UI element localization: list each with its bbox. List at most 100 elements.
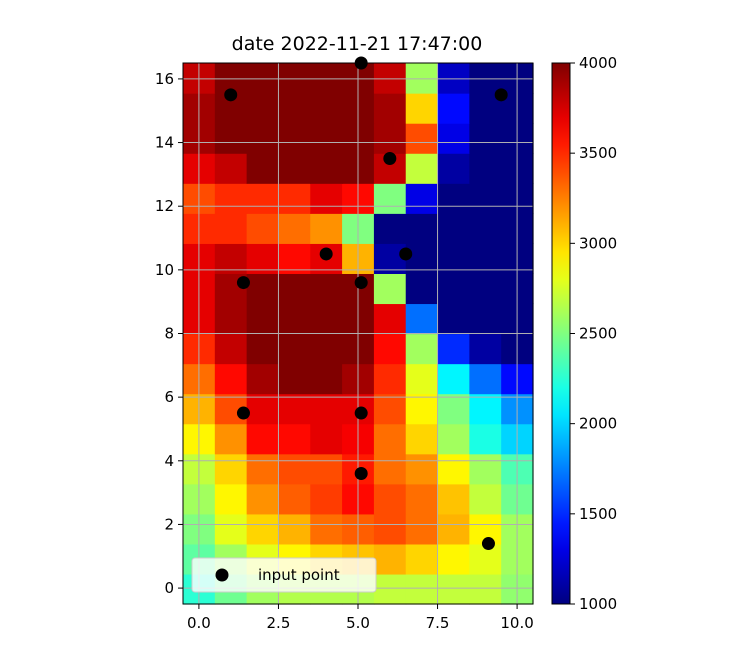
legend: input point (191, 557, 377, 593)
heatmap-cell (437, 573, 470, 605)
x-tick-label: 0.0 (187, 614, 211, 632)
heatmap-cell (310, 483, 343, 515)
heatmap-cell (437, 363, 470, 395)
heatmap-cell (437, 273, 470, 305)
y-tick-label: 14 (155, 134, 174, 152)
heatmap-cell (373, 573, 407, 605)
heatmap-cell (214, 213, 248, 244)
colorbar-tick-label: 3000 (579, 234, 617, 252)
heatmap-cell (278, 213, 311, 244)
input-point (354, 406, 368, 420)
colorbar-tick-label: 1000 (579, 595, 617, 613)
y-tick-label: 16 (155, 70, 174, 88)
heatmap-cell (310, 213, 343, 244)
heatmap-cell (214, 513, 248, 545)
heatmap-cell (278, 93, 311, 124)
heatmap-cell (373, 333, 407, 365)
heatmap-cell (310, 513, 343, 545)
x-tick-label: 5.0 (346, 614, 370, 632)
heatmap-cell (437, 123, 470, 154)
input-point (481, 537, 495, 551)
heatmap-cell (214, 423, 248, 455)
heatmap-cell (405, 153, 439, 184)
heatmap-cell (278, 183, 311, 214)
heatmap-cell (373, 363, 407, 395)
heatmap-cell (310, 393, 343, 425)
heatmap-cell (310, 183, 343, 214)
input-point (224, 88, 238, 102)
heatmap-cell (373, 93, 407, 124)
heatmap-cell (214, 243, 248, 274)
input-point (354, 276, 368, 290)
heatmap-cell (310, 363, 343, 395)
heatmap-cell (437, 543, 470, 575)
colorbar-tick-label: 2000 (579, 415, 617, 433)
grid-lines (183, 63, 533, 604)
heatmap-cell (246, 453, 280, 485)
heatmap-cell (246, 423, 280, 455)
heatmap-cell (246, 93, 280, 124)
heatmap-cell (214, 303, 248, 335)
colorbar-tick-label: 1500 (579, 505, 617, 523)
heatmap-cell (437, 63, 470, 94)
heatmap-cell (469, 273, 502, 305)
heatmap-cell (437, 393, 470, 425)
heatmap-cell (405, 123, 439, 154)
heatmap-cell (373, 303, 407, 335)
heatmap-cell (373, 543, 407, 575)
heatmap-cell (469, 393, 502, 425)
heatmap-cell (310, 93, 343, 124)
heatmap-cell (278, 153, 311, 184)
x-tick-label: 2.5 (267, 614, 291, 632)
heatmap-cell (214, 333, 248, 365)
heatmap-cell (214, 183, 248, 214)
heatmap-cell (373, 243, 407, 274)
input-point (319, 247, 333, 261)
heatmap-cell (246, 363, 280, 395)
heatmap-cell (246, 153, 280, 184)
heatmap-cell (405, 243, 439, 274)
heatmap-cell (278, 303, 311, 335)
heatmap-cell (214, 363, 248, 395)
heatmap-cell (310, 123, 343, 154)
heatmap-cell (469, 363, 502, 395)
heatmap-cell (278, 423, 311, 455)
heatmap-cell (469, 423, 502, 455)
heatmap-cell (437, 183, 470, 214)
heatmap-cell (437, 483, 470, 515)
heatmap-cell (469, 183, 502, 214)
heatmap-cell (373, 183, 407, 214)
heatmap-cell (405, 573, 439, 605)
heatmap-cell (469, 333, 502, 365)
heatmap-cell (373, 513, 407, 545)
heatmap-cell (373, 453, 407, 485)
heatmap-cell (405, 513, 439, 545)
heatmap-cell (469, 213, 502, 244)
chart-title: date 2022-11-21 17:47:00 (232, 33, 483, 55)
heatmap-cell (373, 393, 407, 425)
input-point (236, 276, 250, 290)
heatmap-cell (405, 333, 439, 365)
heatmap-cell (405, 93, 439, 124)
heatmap-cell (469, 243, 502, 274)
heatmap-cell (373, 423, 407, 455)
heatmap-cell (246, 513, 280, 545)
heatmap-cell (278, 333, 311, 365)
heatmap-cell (437, 153, 470, 184)
legend-box (191, 557, 377, 593)
y-tick-label: 4 (164, 452, 174, 470)
heatmap-cell (246, 393, 280, 425)
heatmap-cell (278, 273, 311, 305)
heatmap-cell (373, 483, 407, 515)
heatmap-cell (278, 363, 311, 395)
heatmap-cell (373, 213, 407, 244)
y-tick-label: 10 (155, 261, 174, 279)
heatmap-cell (246, 123, 280, 154)
heatmap-cell (246, 303, 280, 335)
heatmap-cell (278, 243, 311, 274)
heatmap-cell (469, 153, 502, 184)
heatmap-cell (310, 333, 343, 365)
heatmap-cell (214, 483, 248, 515)
heatmap-cell (246, 483, 280, 515)
heatmap-cell (405, 213, 439, 244)
